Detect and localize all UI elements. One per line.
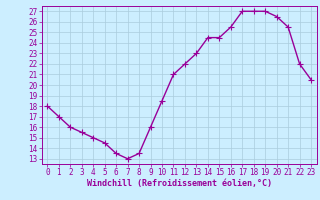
X-axis label: Windchill (Refroidissement éolien,°C): Windchill (Refroidissement éolien,°C) <box>87 179 272 188</box>
